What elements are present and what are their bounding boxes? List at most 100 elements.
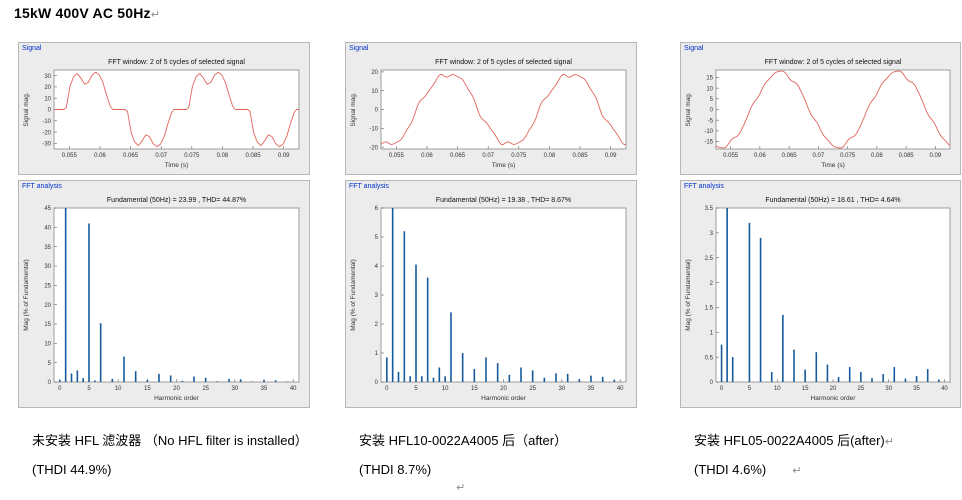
svg-text:20: 20 [44,303,51,309]
svg-text:20: 20 [500,386,507,392]
svg-text:35: 35 [588,386,595,392]
svg-text:10: 10 [774,386,781,392]
caption-line1: 未安装 HFL 滤波器 （No HFL filter is installed） [18,430,310,449]
svg-text:2: 2 [710,281,714,287]
svg-text:0.08: 0.08 [544,153,556,159]
svg-text:30: 30 [44,74,51,80]
svg-text:5: 5 [375,235,379,241]
svg-text:15: 15 [471,386,478,392]
svg-text:-10: -10 [704,129,713,135]
svg-text:0: 0 [710,380,714,386]
svg-text:0.085: 0.085 [899,153,915,159]
svg-text:40: 40 [44,226,51,232]
fft-panel-label: FFT analysis [22,183,62,190]
svg-text:Fundamental (50Hz) = 19.38 , T: Fundamental (50Hz) = 19.38 , THD= 8.67% [436,197,571,204]
fft-figure-panel: FFT analysis 0 5 10 15 20 25 30 35 40 0 0.5 1 1.5 2 2.… [680,180,961,408]
svg-text:-15: -15 [704,140,713,146]
svg-text:0.08: 0.08 [217,153,229,159]
svg-text:Signal mag.: Signal mag. [23,92,30,127]
svg-text:Time (s): Time (s) [821,162,845,169]
svg-text:0.075: 0.075 [511,153,527,159]
svg-text:Harmonic order: Harmonic order [811,395,857,402]
signal-panel-label: Signal [349,45,369,52]
svg-text:Fundamental (50Hz) = 23.99 , T: Fundamental (50Hz) = 23.99 , THD= 44.87% [107,197,246,204]
caption-line1: 安装 HFL05-0022A4005 后(after)↵ [680,430,961,449]
fft-spectrum-chart: 0 5 10 15 20 25 30 35 40 0 5 10 15 20 25 30 35 40 45 Fundam… [21,193,307,405]
svg-text:10: 10 [442,386,449,392]
svg-text:-20: -20 [369,145,378,151]
svg-text:40: 40 [290,386,297,392]
thdi-value: (THDI 44.9%) [32,462,112,477]
svg-text:30: 30 [231,386,238,392]
svg-text:0.5: 0.5 [705,355,714,361]
svg-text:0.055: 0.055 [723,153,739,159]
svg-text:20: 20 [44,85,51,91]
svg-text:20: 20 [173,386,180,392]
svg-text:45: 45 [44,206,51,212]
svg-text:0: 0 [58,386,62,392]
fft-figure-panel: FFT analysis 0 5 10 15 20 25 30 35 40 0 5 10 15 20 25 3… [18,180,310,408]
svg-text:30: 30 [44,264,51,270]
signal-figure-panel: Signal 0.055 0.06 0.065 0.07 0.075 0.08 0.085 0… [345,42,637,175]
svg-text:Signal mag.: Signal mag. [685,92,692,127]
svg-text:40: 40 [941,386,948,392]
svg-text:5: 5 [48,361,52,367]
caption-line2: (THDI 4.6%) ↵ [680,462,961,477]
svg-text:10: 10 [44,96,51,102]
signal-panel-label: Signal [22,45,42,52]
paragraph-mark: ↵ [884,436,894,448]
svg-text:0.09: 0.09 [930,153,942,159]
svg-text:0.065: 0.065 [450,153,466,159]
caption-line2: (THDI 8.7%) [345,462,637,477]
paragraph-mark: ↵ [150,9,161,21]
svg-text:-30: -30 [42,142,51,148]
svg-text:0: 0 [48,380,52,386]
svg-text:0.055: 0.055 [389,153,405,159]
svg-text:-5: -5 [708,118,714,124]
svg-text:0: 0 [385,386,389,392]
figure-column-no-filter: Signal 0.055 0.06 0.065 0.07 0.075 0.08 0.085 0… [18,42,310,477]
svg-text:0.06: 0.06 [421,153,433,159]
svg-text:4: 4 [375,264,379,270]
svg-text:0: 0 [375,380,379,386]
signal-panel-label: Signal [684,45,704,52]
fft-spectrum-chart: 0 5 10 15 20 25 30 35 40 0 0.5 1 1.5 2 2.5 3 3.5 Fundamen… [683,193,958,405]
thdi-value: (THDI 4.6%) [694,462,767,477]
svg-text:Time (s): Time (s) [492,162,516,169]
svg-text:FFT window: 2 of 5 cycles of s: FFT window: 2 of 5 cycles of selected si… [435,59,572,66]
caption-line2: (THDI 44.9%) [18,462,310,477]
caption-text: 未安装 HFL 滤波器 （No HFL filter is installed） [32,433,308,448]
svg-text:40: 40 [617,386,624,392]
svg-text:25: 25 [858,386,865,392]
svg-text:3.5: 3.5 [705,206,714,212]
svg-text:Fundamental (50Hz) = 18.61 , T: Fundamental (50Hz) = 18.61 , THD= 4.64% [765,197,900,204]
svg-text:0.075: 0.075 [840,153,856,159]
svg-text:5: 5 [710,97,714,103]
svg-text:30: 30 [558,386,565,392]
svg-text:15: 15 [44,322,51,328]
svg-text:3: 3 [375,293,379,299]
signal-waveform-chart: 0.055 0.06 0.065 0.07 0.075 0.08 0.085 0.09 -15 -… [683,55,958,172]
signal-waveform-chart: 0.055 0.06 0.065 0.07 0.075 0.08 0.085 0.09 -30 -… [21,55,307,172]
paragraph-mark: ↵ [792,465,802,477]
figure-column-hfl10: Signal 0.055 0.06 0.065 0.07 0.075 0.08 0.085 0… [345,42,637,477]
svg-text:15: 15 [706,76,713,82]
svg-text:0.08: 0.08 [871,153,883,159]
fft-figure-panel: FFT analysis 0 5 10 15 20 25 30 35 40 0 1 2 3 4 5 6 Fund… [345,180,637,408]
svg-text:5: 5 [748,386,752,392]
svg-text:0.06: 0.06 [94,153,106,159]
fft-spectrum-chart: 0 5 10 15 20 25 30 35 40 0 1 2 3 4 5 6 Fundamental (50Hz… [348,193,634,405]
svg-text:0.06: 0.06 [754,153,766,159]
svg-text:5: 5 [87,386,91,392]
figure-column-hfl05: Signal 0.055 0.06 0.065 0.07 0.075 0.08 0.085 0… [680,42,961,477]
paragraph-mark: ↵ [456,482,466,494]
svg-text:20: 20 [830,386,837,392]
svg-text:0.09: 0.09 [605,153,617,159]
svg-text:2.5: 2.5 [705,256,714,262]
svg-text:10: 10 [115,386,122,392]
svg-text:Signal mag.: Signal mag. [350,92,357,127]
signal-waveform-chart: 0.055 0.06 0.065 0.07 0.075 0.08 0.085 0.09 -20 -… [348,55,634,172]
svg-text:-20: -20 [42,130,51,136]
svg-text:Mag (% of Fundamental): Mag (% of Fundamental) [685,259,692,331]
svg-text:15: 15 [144,386,151,392]
